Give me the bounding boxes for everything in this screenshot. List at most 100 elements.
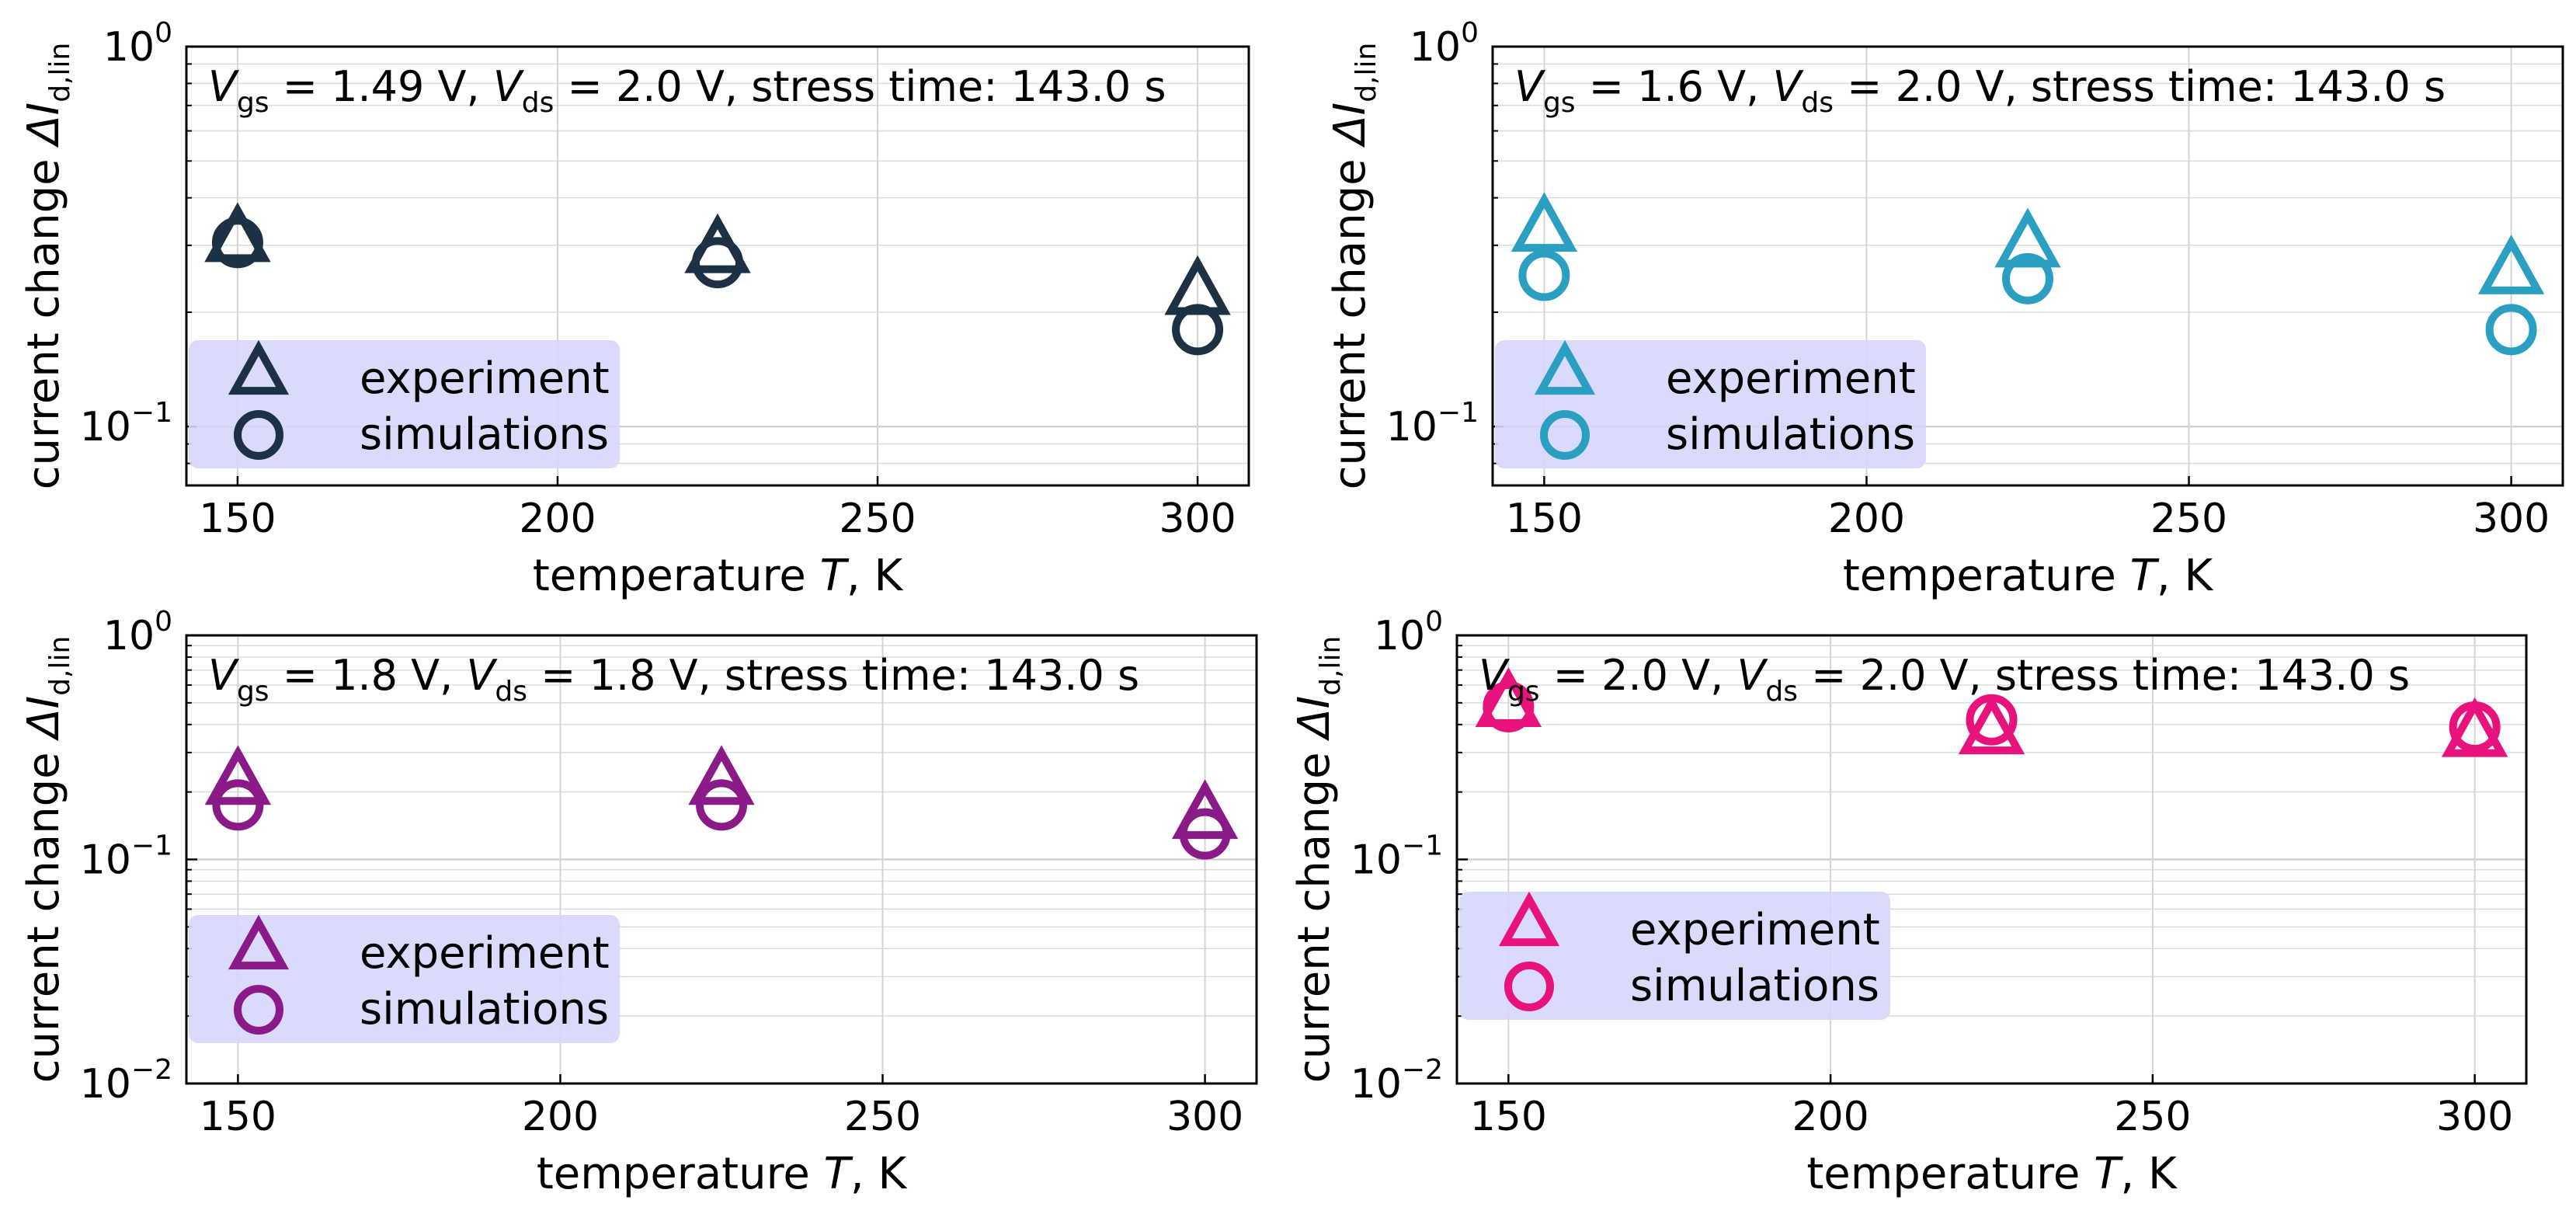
y-tick-exponent: −1	[1402, 830, 1443, 862]
x-label-symbol: T	[2094, 1149, 2123, 1199]
simulation-point-3	[2485, 304, 2537, 356]
y-axis-label: current change ΔId,lin	[1289, 636, 1347, 1084]
legend-label-experiment: experiment	[360, 928, 610, 979]
legend-box	[189, 340, 620, 468]
x-label-unit: , K	[846, 551, 904, 601]
y-label-subscript: d,lin	[44, 636, 76, 696]
y-tick-base: 10	[80, 404, 131, 450]
x-axis-label: temperature T, K	[1806, 1149, 2178, 1199]
x-tick-label: 200	[1828, 496, 1905, 542]
y-tick-base: 10	[103, 613, 155, 659]
simulation-point-1	[1518, 249, 1570, 301]
y-label-subscript: d,lin	[1351, 43, 1382, 103]
x-label-symbol: T	[824, 1149, 853, 1199]
simulation-point-2	[2002, 252, 2053, 304]
x-label-unit: , K	[2157, 551, 2214, 601]
y-tick-base: 10	[1351, 1061, 1402, 1108]
chart-title: Vgs = 2.0 V, Vds = 2.0 V, stress time: 1…	[1479, 651, 2410, 708]
legend-label-experiment: experiment	[1630, 905, 1880, 955]
title-vds-subscript: ds	[1765, 676, 1798, 708]
experiment-point-1	[1475, 667, 1542, 727]
y-tick-exponent: −1	[1437, 397, 1479, 429]
y-tick-base: 10	[1374, 613, 1425, 659]
simulation-point-3	[1179, 808, 1231, 860]
legend-label-simulations: simulations	[1630, 961, 1879, 1011]
y-tick-label: 100	[1374, 606, 1443, 659]
y-tick-label: 10−2	[1351, 1054, 1443, 1108]
y-tick-exponent: 0	[1425, 606, 1443, 638]
legend-triangle-icon	[1534, 339, 1596, 395]
simulation-point-2	[1966, 694, 2018, 746]
simulation-point-3	[2449, 701, 2501, 753]
y-tick-base: 10	[1386, 404, 1437, 450]
y-tick-label: 10−1	[80, 830, 172, 884]
legend-circle-icon	[234, 985, 283, 1035]
y-label-symbol: ΔI	[1289, 696, 1340, 742]
y-label-text: current change	[19, 739, 69, 1084]
legend-circle-icon	[234, 410, 283, 460]
plot-frame	[185, 45, 1250, 487]
x-tick-label: 250	[2114, 1094, 2191, 1140]
y-tick-exponent: −1	[131, 830, 172, 862]
y-tick-base: 10	[103, 24, 155, 71]
y-tick-base: 10	[1351, 837, 1402, 884]
x-tick-label: 200	[522, 1094, 599, 1140]
x-label-text: temperature	[1806, 1149, 2094, 1199]
title-rest: = 2.0 V, stress time: 143.0 s	[554, 62, 1166, 111]
simulation-point-1	[211, 217, 263, 269]
experiment-point-2	[688, 745, 755, 805]
legend-box	[1459, 892, 1890, 1020]
y-tick-exponent: −2	[1402, 1054, 1443, 1086]
title-vgs-value: = 1.6 V,	[1576, 62, 1773, 111]
legend-label-simulations: simulations	[1666, 409, 1915, 460]
y-label-subscript: d,lin	[1315, 636, 1347, 696]
y-tick-label: 10−1	[1386, 397, 1479, 450]
legend-triangle-icon	[228, 339, 290, 395]
x-axis-label: temperature T, K	[533, 551, 904, 601]
title-vgs-symbol: V	[1479, 651, 1510, 700]
title-vds-symbol: V	[493, 62, 525, 111]
y-label-text: current change	[1325, 145, 1375, 490]
experiment-point-2	[1994, 207, 2061, 268]
y-tick-exponent: 0	[1461, 17, 1479, 49]
y-tick-label: 10−2	[80, 1054, 172, 1108]
x-tick-label: 250	[839, 496, 916, 542]
x-tick-label: 300	[1166, 1094, 1243, 1140]
y-label-symbol: ΔI	[19, 696, 69, 742]
simulation-point-1	[1483, 680, 1535, 732]
y-tick-label: 100	[1410, 17, 1479, 71]
legend-label-experiment: experiment	[360, 353, 610, 404]
x-tick-label: 200	[1792, 1094, 1869, 1140]
chart-title: Vgs = 1.6 V, Vds = 2.0 V, stress time: 1…	[1514, 62, 2446, 119]
chart-title: Vgs = 1.8 V, Vds = 1.8 V, stress time: 1…	[208, 651, 1139, 708]
y-tick-base: 10	[1410, 24, 1461, 71]
title-vds-symbol: V	[1772, 62, 1804, 111]
y-tick-exponent: 0	[155, 17, 172, 49]
title-vds-subscript: ds	[495, 676, 527, 708]
y-tick-label: 10−1	[1351, 830, 1443, 884]
experiment-point-1	[204, 202, 271, 263]
title-vgs-value: = 2.0 V,	[1540, 651, 1737, 700]
title-vgs-subscript: gs	[1543, 87, 1576, 119]
x-axis-label: temperature T, K	[537, 1149, 908, 1199]
title-vgs-value: = 1.8 V,	[269, 651, 467, 700]
experiment-point-3	[1171, 779, 1239, 840]
title-rest: = 2.0 V, stress time: 143.0 s	[1798, 651, 2410, 700]
x-tick-label: 300	[1159, 496, 1236, 542]
legend-circle-icon	[1540, 410, 1590, 460]
y-tick-base: 10	[80, 837, 131, 884]
experiment-point-2	[1958, 694, 2025, 755]
x-label-unit: , K	[2120, 1149, 2178, 1199]
experiment-point-3	[2477, 235, 2545, 294]
simulation-point-2	[692, 237, 743, 289]
y-tick-label: 100	[103, 606, 172, 659]
x-tick-label: 150	[200, 1094, 276, 1140]
y-axis-label: current change ΔId,lin	[1325, 43, 1382, 490]
y-tick-exponent: 0	[155, 606, 172, 638]
x-label-unit: , K	[850, 1149, 908, 1199]
y-tick-label: 10−1	[80, 397, 172, 450]
